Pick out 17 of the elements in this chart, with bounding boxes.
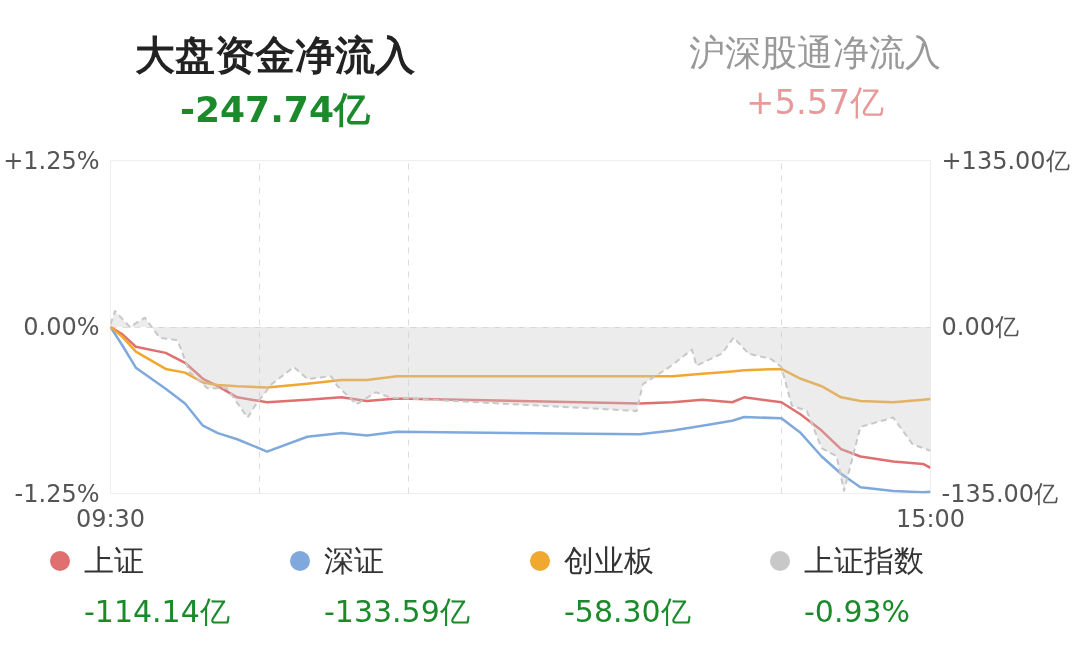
line-series [110, 325, 931, 404]
text: -58.30亿 [563, 592, 692, 631]
chart-title: 大盘资金净流入 [134, 31, 416, 80]
text: -133.59亿 [323, 592, 471, 631]
y2-tick-label: 0.00亿 [941, 313, 1019, 341]
text: -0.93% [803, 592, 912, 631]
text: -114.14亿 [83, 592, 231, 631]
legend-label: 上证指数 [803, 542, 925, 580]
y-tick-label: +1.25% [3, 146, 100, 175]
text: 沪深股通净流入 [688, 31, 942, 75]
chart-subtitle: -247.74亿 [179, 88, 371, 133]
legend-label: 上证 [83, 542, 145, 580]
y2-tick-label: +135.00亿 [941, 146, 1070, 175]
legend-label: 创业板 [563, 542, 655, 580]
legend-label: 深证 [323, 542, 385, 580]
text: +5.57亿 [744, 81, 886, 125]
y-tick-label: 0.00% [23, 313, 100, 341]
